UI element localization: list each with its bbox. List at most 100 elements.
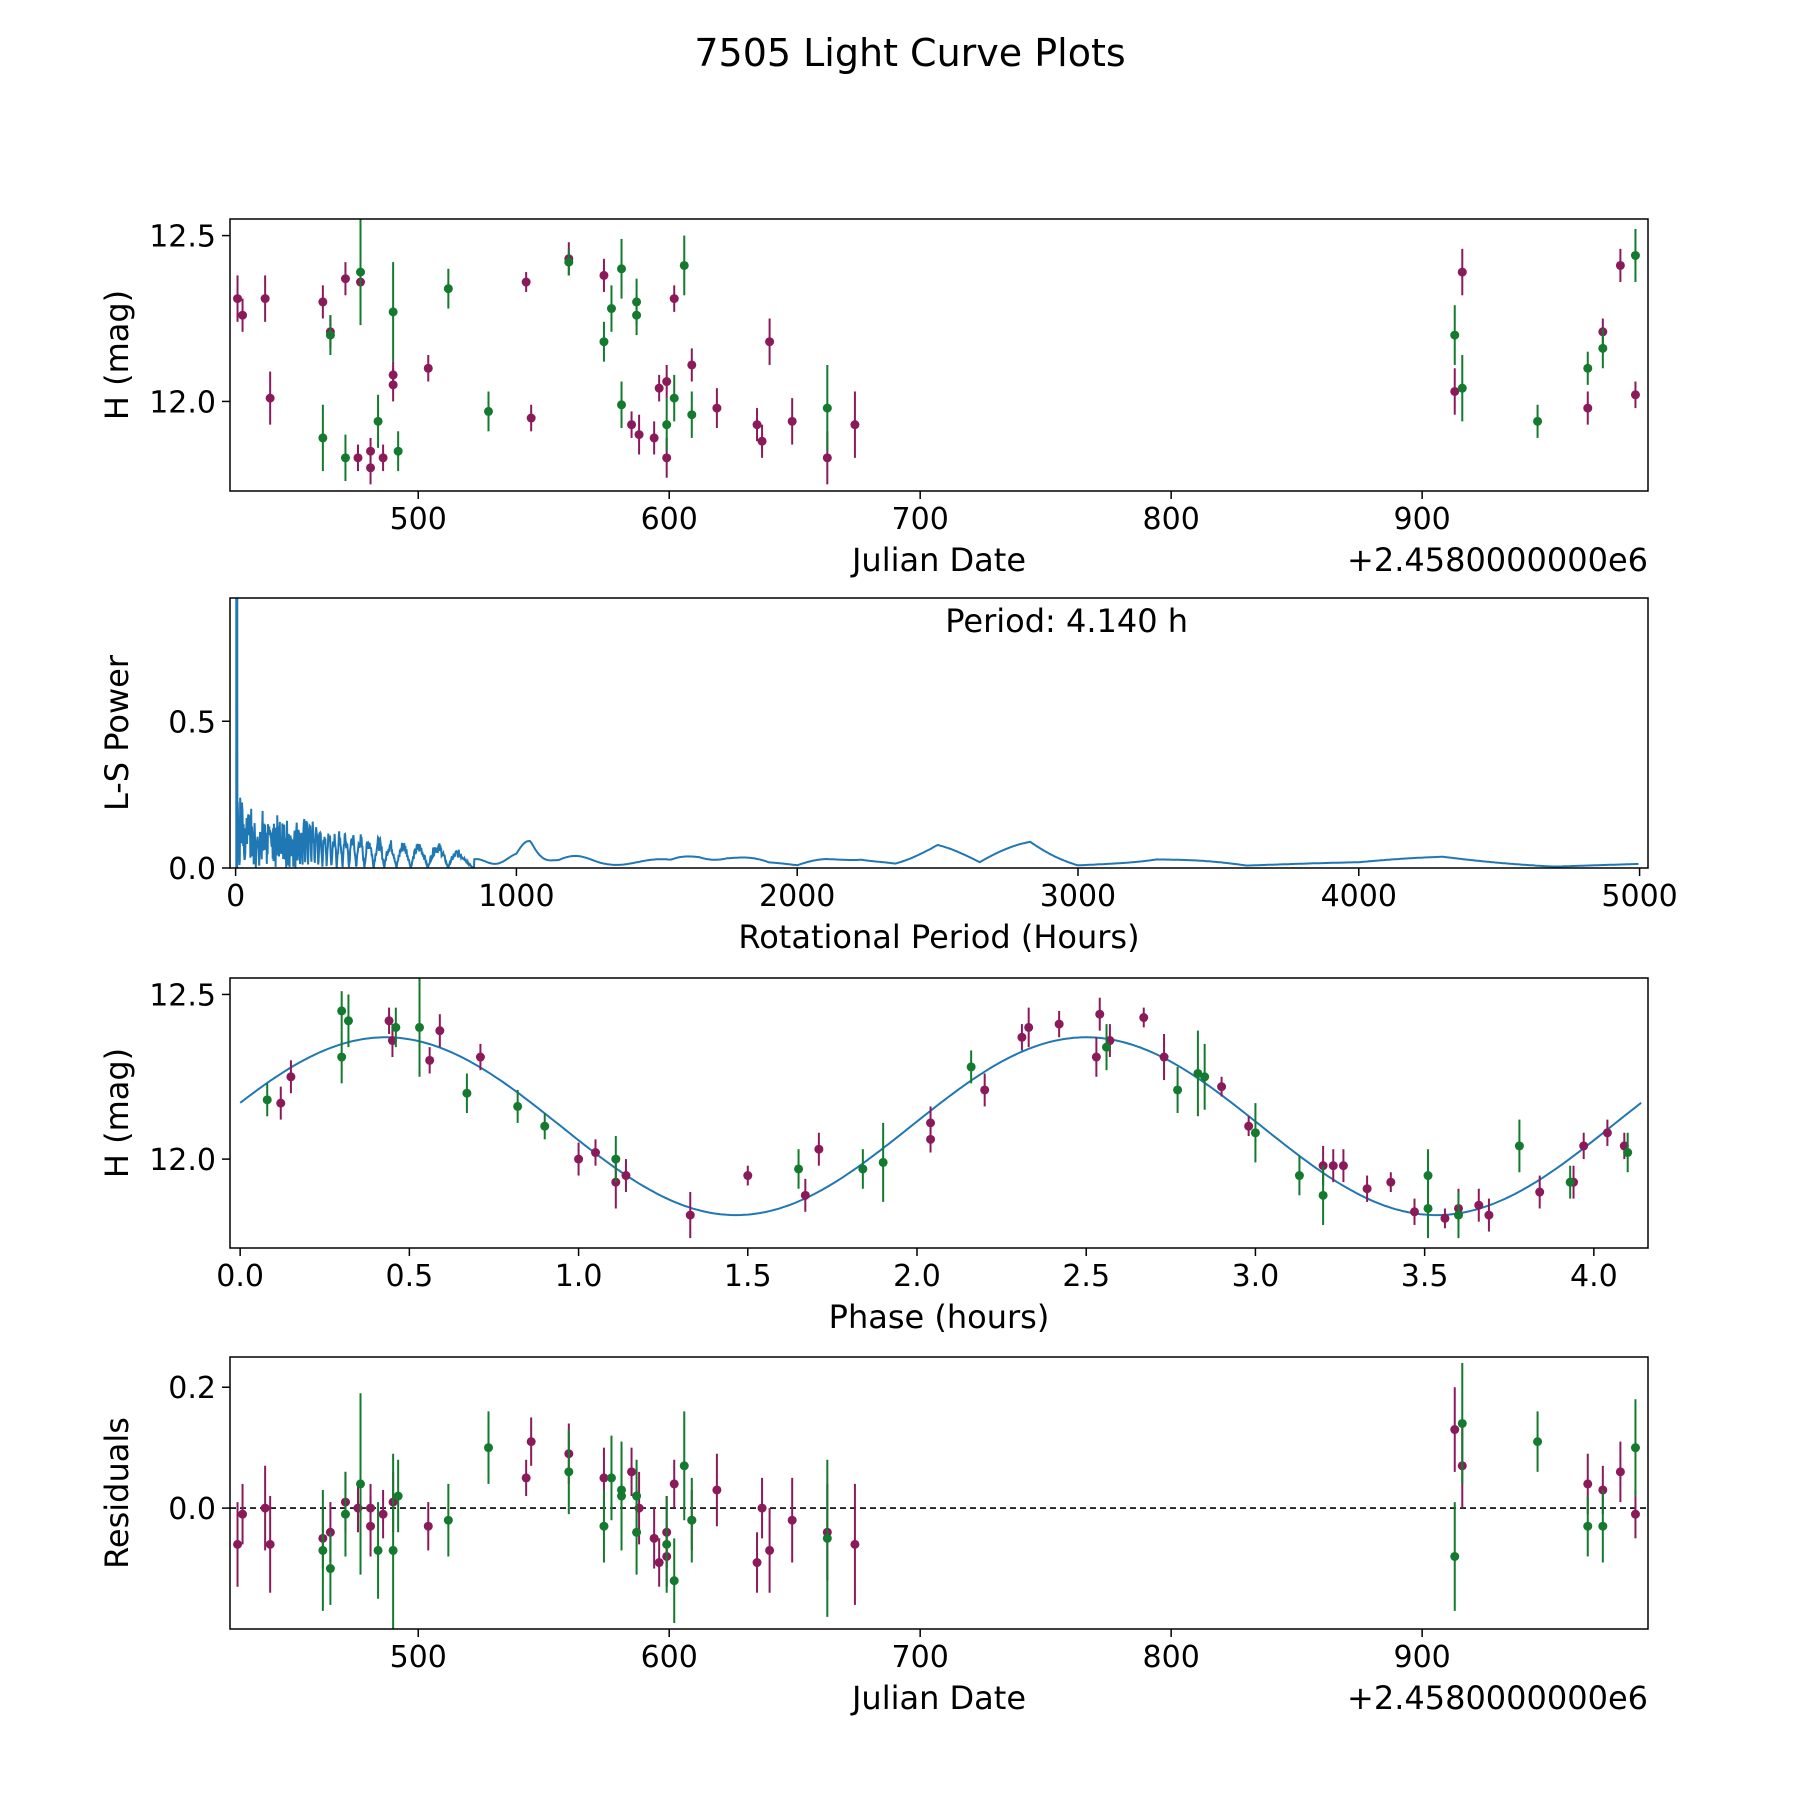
data-point (822, 453, 832, 463)
data-point (634, 430, 644, 440)
data-point (1017, 1032, 1027, 1042)
data-point (765, 1545, 775, 1555)
fit-layer (239, 1036, 1642, 1217)
data-point (233, 1539, 243, 1549)
data-point (462, 1088, 472, 1098)
data-point (1615, 1467, 1625, 1477)
data-point (318, 297, 328, 307)
data-point (1535, 1187, 1545, 1197)
data-point (574, 1154, 584, 1164)
data-point (1457, 383, 1467, 393)
data-point (627, 1467, 637, 1477)
data-point (669, 393, 679, 403)
y-tick-label: 0.2 (168, 1371, 216, 1406)
x-tick-label: 900 (1393, 502, 1450, 537)
data-point (980, 1085, 990, 1095)
data-point (822, 1533, 832, 1543)
data-point (654, 383, 664, 393)
data-point (679, 1461, 689, 1471)
x-axis-label: Phase (hours) (829, 1298, 1050, 1336)
data-point (800, 1190, 810, 1200)
data-point (621, 1171, 631, 1181)
data-point (1423, 1203, 1433, 1213)
plot-frame (229, 1356, 1649, 1630)
data-point (366, 1503, 376, 1513)
data-point (617, 264, 627, 274)
data-point (260, 1503, 270, 1513)
data-point (669, 294, 679, 304)
data-point (687, 410, 697, 420)
data-point (384, 1016, 394, 1026)
data-point (443, 1515, 453, 1525)
y-tick-label: 12.0 (149, 1143, 216, 1178)
data-point (926, 1118, 936, 1128)
y-tick-label: 0.5 (168, 705, 216, 740)
data-point (513, 1101, 523, 1111)
data-point (1250, 1128, 1260, 1138)
data-point (343, 1016, 353, 1026)
x-tick-label: 3.0 (1232, 1259, 1280, 1294)
series-filter-a (233, 242, 1640, 485)
data-point (238, 1509, 248, 1519)
data-point (393, 446, 403, 456)
data-point (752, 1558, 762, 1568)
data-point (1533, 416, 1543, 426)
data-point (679, 260, 689, 270)
data-point (521, 1473, 531, 1483)
data-point (353, 453, 363, 463)
figure-title: 7505 Light Curve Plots (694, 31, 1125, 75)
data-point (687, 1515, 697, 1525)
data-point (822, 403, 832, 413)
data-point (1054, 1019, 1064, 1029)
data-point (387, 1036, 397, 1046)
data-point (423, 363, 433, 373)
data-point (1598, 343, 1608, 353)
x-tick-label: 1.0 (555, 1259, 603, 1294)
data-point (1173, 1085, 1183, 1095)
data-point (388, 1545, 398, 1555)
x-tick-label: 1000 (478, 879, 554, 914)
data-point (366, 446, 376, 456)
data-point (1338, 1161, 1348, 1171)
data-point (743, 1171, 753, 1181)
x-tick-label: 500 (390, 502, 447, 537)
data-point (1579, 1141, 1589, 1151)
data-point (521, 277, 531, 287)
data-point (1630, 1509, 1640, 1519)
data-point (1474, 1200, 1484, 1210)
data-point (1409, 1207, 1419, 1217)
data-point (787, 1515, 797, 1525)
data-point (1514, 1141, 1524, 1151)
data-point (1328, 1161, 1338, 1171)
series-filter-b (318, 219, 1640, 482)
data-point (1139, 1013, 1149, 1023)
data-point (765, 337, 775, 347)
data-point (1318, 1190, 1328, 1200)
x-tick-label: 0 (226, 879, 245, 914)
data-point (1450, 1425, 1460, 1435)
data-point (712, 403, 722, 413)
x-tick-label: 3000 (1040, 879, 1116, 914)
data-point (356, 267, 366, 277)
data-point (1583, 363, 1593, 373)
data-point (966, 1062, 976, 1072)
data-point (878, 1157, 888, 1167)
data-point (1386, 1177, 1396, 1187)
x-tick-label: 4.0 (1570, 1259, 1618, 1294)
y-tick-label: 12.5 (149, 978, 216, 1013)
data-point (850, 420, 860, 430)
data-point (757, 436, 767, 446)
data-point (649, 433, 659, 443)
data-point (606, 304, 616, 314)
data-point (265, 393, 275, 403)
data-point (599, 1473, 609, 1483)
data-point (1095, 1009, 1105, 1019)
data-point (484, 1443, 494, 1453)
data-point (1193, 1068, 1203, 1078)
data-point (1598, 1521, 1608, 1531)
data-point (391, 1022, 401, 1032)
y-axis-label: H (mag) (98, 290, 136, 420)
data-point (540, 1121, 550, 1131)
data-point (1450, 1551, 1460, 1561)
data-point (1457, 267, 1467, 277)
